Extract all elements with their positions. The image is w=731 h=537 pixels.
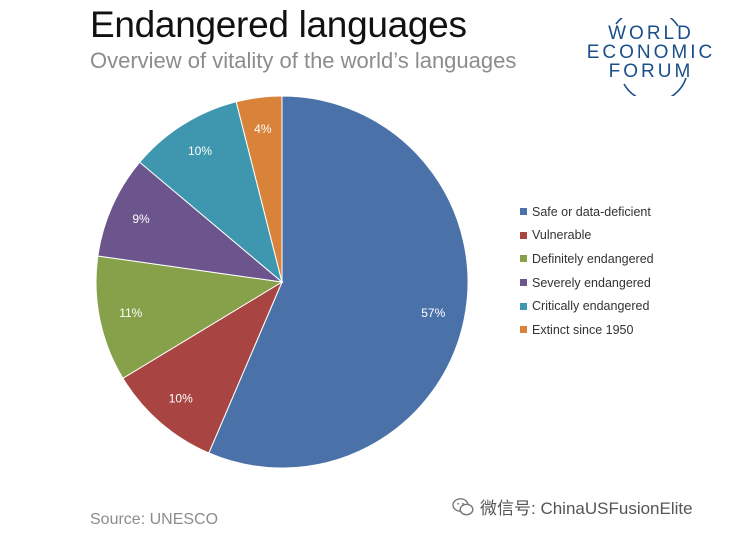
legend-label: Definitely endangered: [532, 251, 654, 266]
chart-legend: Safe or data-deficient Vulnerable Definite…: [520, 200, 654, 342]
legend-item-severely-endangered: Severely endangered: [520, 271, 654, 295]
legend-swatch: [520, 326, 527, 334]
legend-swatch: [520, 255, 527, 263]
watermark-text: 微信号: ChinaUSFusionElite: [480, 499, 693, 518]
pie-label-vulnerable: 10%: [169, 392, 193, 406]
legend-swatch: [520, 302, 527, 310]
pie-slice-definitely-endangered: [95, 255, 284, 380]
legend-label: Safe or data-deficient: [532, 204, 651, 219]
wef-logo-line-1: WORLD: [608, 23, 694, 44]
legend-item-definitely-endangered: Definitely endangered: [520, 247, 654, 271]
chart-subtitle: Overview of vitality of the world’s lang…: [90, 48, 517, 73]
legend-label: Extinct since 1950: [532, 322, 634, 337]
pie-label-critically-endangered: 10%: [188, 144, 212, 158]
wef-logo-arc: [615, 18, 687, 96]
source-note: Source: UNESCO: [90, 511, 219, 528]
pie-label-extinct-since-1950: 4%: [254, 122, 272, 136]
wef-logo-line-3: FORUM: [608, 61, 694, 82]
legend-label: Severely endangered: [532, 275, 651, 290]
pie-slice-safe-or-data-deficient: [208, 95, 469, 469]
legend-item-critically-endangered: Critically endangered: [520, 294, 654, 318]
pie-slices: [95, 95, 469, 469]
legend-swatch: [520, 231, 527, 239]
pie-slice-extinct-since-1950: [235, 95, 283, 283]
pie-label-severely-endangered: 9%: [132, 212, 150, 226]
pie-slice-vulnerable: [122, 280, 284, 454]
legend-item-vulnerable: Vulnerable: [520, 224, 654, 248]
watermark: 微信号: ChinaUSFusionElite: [452, 494, 693, 519]
pie-slice-critically-endangered: [139, 101, 283, 284]
legend-item-safe-or-data-deficient: Safe or data-deficient: [520, 200, 654, 224]
wechat-icon: [452, 497, 474, 515]
wef-logo-line-2: ECONOMIC: [586, 42, 716, 63]
legend-label: Critically endangered: [532, 299, 650, 314]
pie-slice-severely-endangered: [97, 161, 284, 283]
legend-label: Vulnerable: [532, 228, 592, 243]
pie-label-definitely-endangered: 11%: [119, 306, 142, 320]
wef-logo: WORLD ECONOMIC FORUM: [586, 18, 716, 96]
legend-item-extinct-since-1950: Extinct since 1950: [520, 318, 654, 342]
chart-title: Endangered languages: [90, 4, 467, 45]
pie-label-safe-or-data-deficient: 57%: [421, 306, 445, 320]
legend-swatch: [520, 279, 527, 287]
legend-swatch: [520, 208, 527, 216]
pie-data-labels: 57% 10% 11% 9% 10% 4%: [119, 122, 445, 406]
